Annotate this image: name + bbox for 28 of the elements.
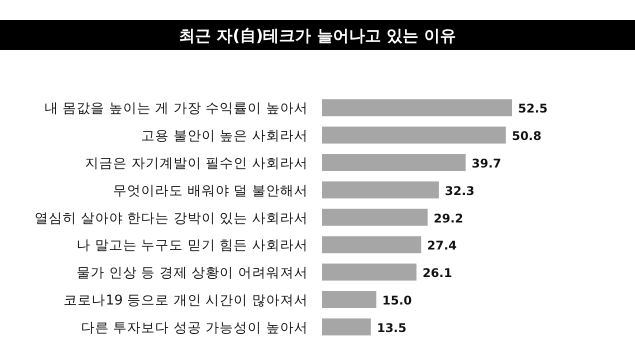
bar — [322, 318, 371, 336]
bar — [322, 236, 422, 254]
y-tick-label: 내 몸값을 높이는 게 가장 수익률이 높아서 — [44, 100, 308, 117]
data-label: 32.3 — [444, 184, 475, 198]
data-label: 13.5 — [376, 320, 406, 335]
y-tick-label: 코로나19 등으로 개인 시간이 많아져서 — [64, 292, 308, 308]
data-label: 52.5 — [518, 102, 548, 116]
data-label: 15.0 — [382, 294, 412, 308]
bar — [322, 99, 512, 116]
y-tick-label: 열심히 살아야 한다는 강박이 있는 사회라서 — [34, 210, 308, 226]
data-label: 27.4 — [427, 238, 457, 253]
y-tick-label: 지금은 자기계발이 필수인 사회라서 — [85, 156, 308, 172]
chart-title: 최근 자(自)테크가 늘어나고 있는 이유 — [179, 26, 456, 45]
y-tick-label: 물가 인상 등 경제 상황이 어려워져서 — [76, 265, 308, 282]
data-label: 29.2 — [434, 211, 464, 226]
y-tick-label: 다른 투자보다 성공 가능성이 높아서 — [80, 320, 308, 336]
y-tick-label: 나 말고는 누구도 믿기 힘든 사회라서 — [76, 238, 308, 254]
bar — [322, 208, 428, 226]
bar — [322, 126, 506, 144]
y-tick-label: 무엇이라도 배워야 덜 불안해서 — [113, 182, 308, 199]
bar — [322, 264, 416, 281]
data-label: 39.7 — [472, 156, 502, 170]
data-label: 26.1 — [422, 266, 452, 280]
bar — [322, 181, 439, 198]
data-label: 50.8 — [512, 129, 542, 144]
bar — [322, 154, 466, 171]
bar — [322, 291, 376, 308]
y-tick-label: 고용 불안이 높은 사회라서 — [141, 128, 308, 144]
